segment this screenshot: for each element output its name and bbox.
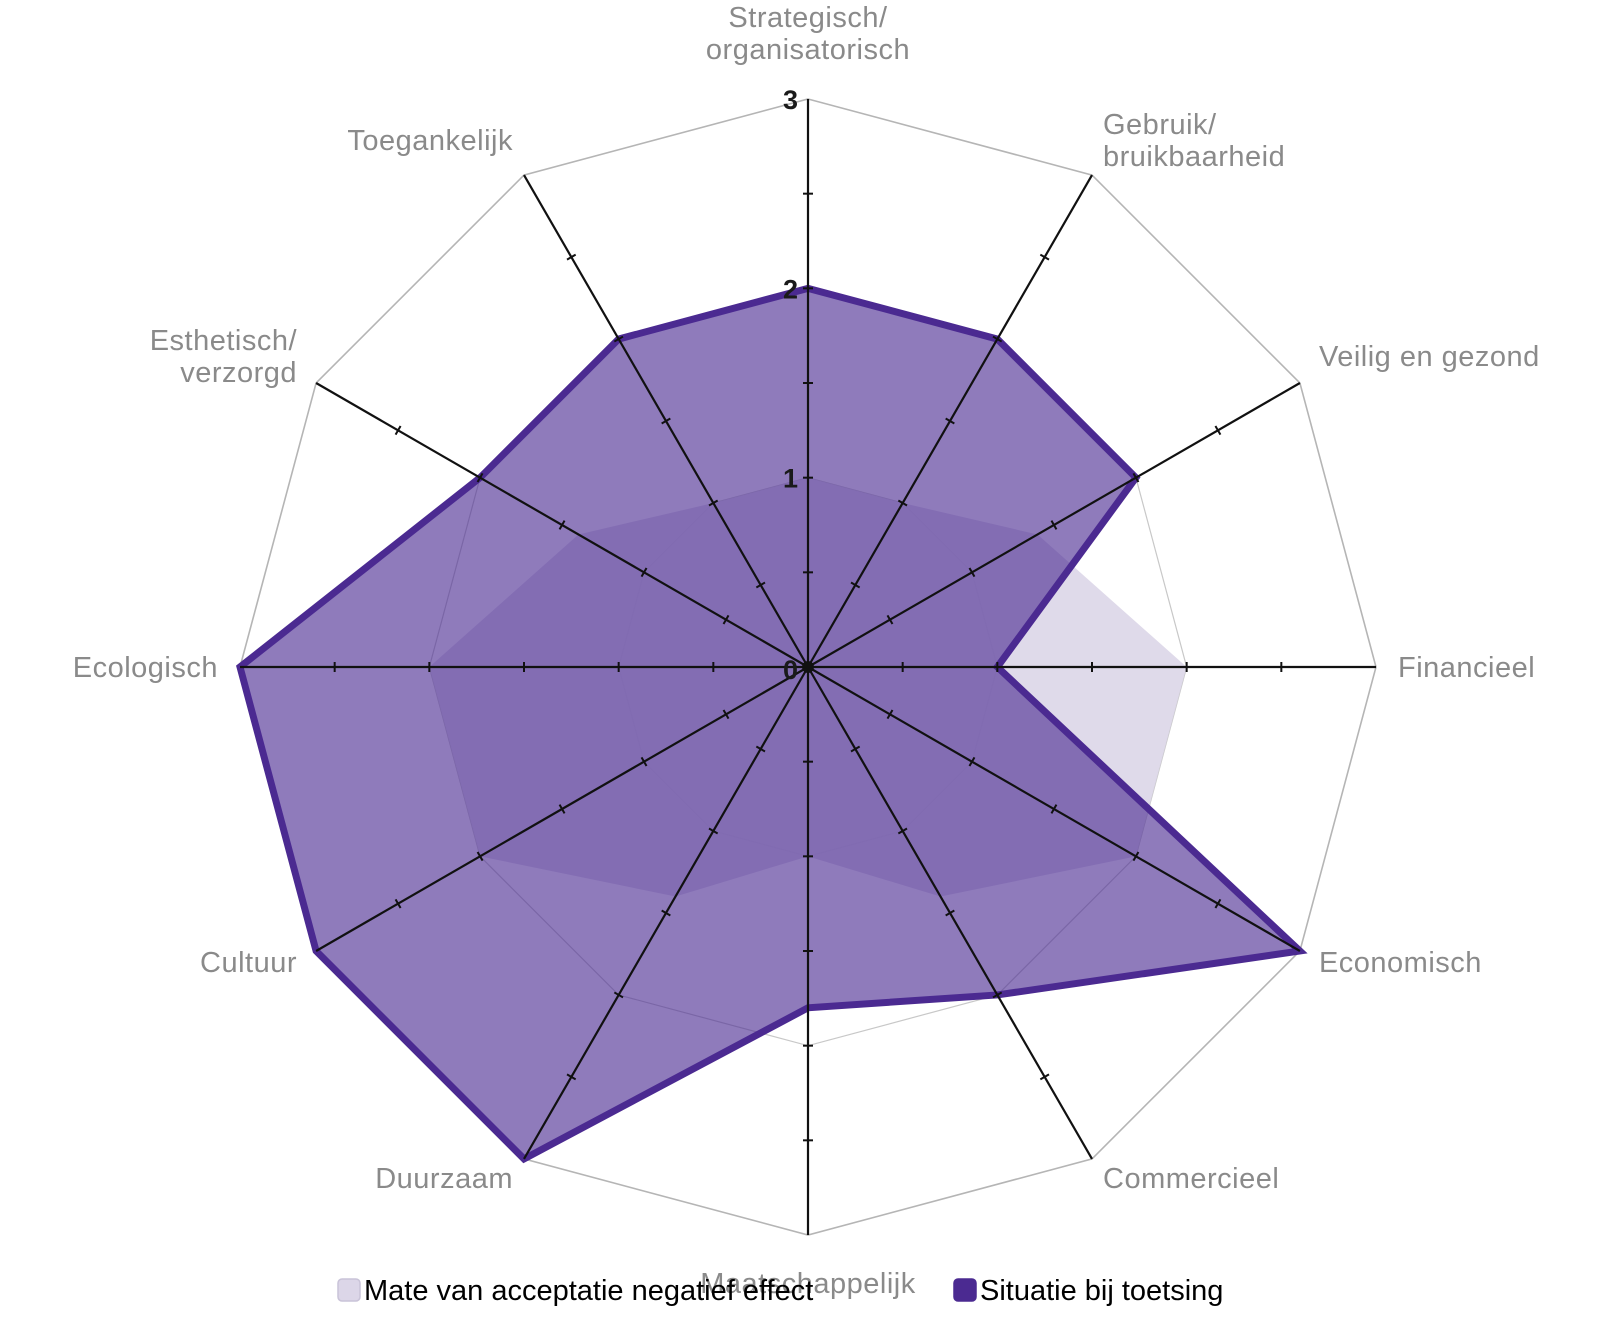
axis-tick-mark — [1132, 851, 1140, 862]
axis-tick-mark — [661, 909, 671, 917]
radar-category-labels: Strategisch/organisatorisch Gebruik/bruik… — [73, 2, 1540, 1300]
axis-tick-mark — [613, 991, 624, 999]
axis-tick-mark — [992, 991, 1003, 999]
category-label-3: Veilig en gezond — [1319, 341, 1540, 373]
axis-tick-mark — [1132, 472, 1140, 483]
tick-label-1: 1 — [783, 464, 798, 494]
axis-tick-mark — [394, 898, 402, 909]
category-label-11: Esthetisch/verzorgd — [150, 325, 298, 389]
axis-tick-mark — [708, 499, 719, 507]
axis-tick-mark — [566, 253, 577, 261]
category-label-5: Economisch — [1319, 947, 1482, 979]
tick-label-2: 2 — [783, 274, 798, 304]
radar-tick-labels: 0 1 2 3 — [783, 85, 798, 685]
axis-tick-mark — [886, 614, 894, 625]
category-label-6: Commercieel — [1103, 1163, 1279, 1195]
tick-label-3: 3 — [783, 85, 798, 115]
axis-tick-mark — [708, 827, 719, 835]
category-label-1: Strategisch/organisatorisch — [706, 2, 910, 66]
axis-tick-mark — [886, 709, 894, 720]
axis-tick-mark — [722, 709, 730, 720]
axis-tick-mark — [1214, 425, 1222, 436]
axis-tick-mark — [722, 614, 730, 625]
axis-tick-mark — [558, 804, 566, 814]
category-label-4: Financieel — [1398, 652, 1535, 684]
axis-tick-mark — [566, 1073, 577, 1081]
radar-series-layer — [236, 284, 1308, 1164]
chart-legend: Mate van acceptatie negatief effect Situa… — [337, 1275, 1223, 1307]
axis-tick-mark — [1214, 898, 1222, 909]
axis-tick-mark — [850, 745, 861, 753]
axis-tick-mark — [1039, 253, 1050, 261]
axis-tick-mark — [640, 567, 648, 578]
axis-tick-mark — [476, 472, 484, 483]
axis-tick-mark — [558, 520, 566, 530]
axis-tick-mark — [1050, 520, 1058, 530]
axis-tick-mark — [992, 335, 1003, 343]
axis-tick-mark — [640, 756, 648, 767]
tick-label-0: 0 — [783, 655, 798, 685]
legend-swatch-2 — [953, 1278, 977, 1302]
category-label-10: Ecologisch — [73, 652, 218, 684]
category-label-7: Maatschappelijk — [700, 1268, 915, 1300]
category-label-12: Toegankelijk — [347, 125, 513, 157]
axis-tick-mark — [850, 581, 861, 589]
legend-label-2: Situatie bij toetsing — [980, 1275, 1223, 1307]
axis-tick-mark — [394, 425, 402, 436]
axis-tick-mark — [755, 581, 766, 589]
axis-tick-mark — [945, 909, 955, 917]
legend-label-1: Mate van acceptatie negatief effect — [364, 1275, 813, 1307]
axis-tick-mark — [897, 827, 908, 835]
category-label-9: Cultuur — [200, 947, 297, 979]
radar-axes — [240, 99, 1376, 1235]
category-label-8: Duurzaam — [375, 1163, 513, 1195]
axis-tick-mark — [1039, 1073, 1050, 1081]
axis-tick-mark — [755, 745, 766, 753]
axis-tick-mark — [613, 335, 624, 343]
category-label-2: Gebruik/bruikbaarheid — [1103, 109, 1285, 173]
axis-tick-mark — [1050, 804, 1058, 814]
axis-tick-mark — [945, 417, 955, 425]
legend-swatch-1 — [337, 1278, 361, 1302]
axis-tick-mark — [661, 417, 671, 425]
axis-tick-mark — [897, 499, 908, 507]
axis-tick-mark — [476, 851, 484, 862]
axis-tick-mark — [968, 756, 976, 767]
axis-tick-mark — [968, 567, 976, 578]
radar-center — [802, 661, 814, 673]
